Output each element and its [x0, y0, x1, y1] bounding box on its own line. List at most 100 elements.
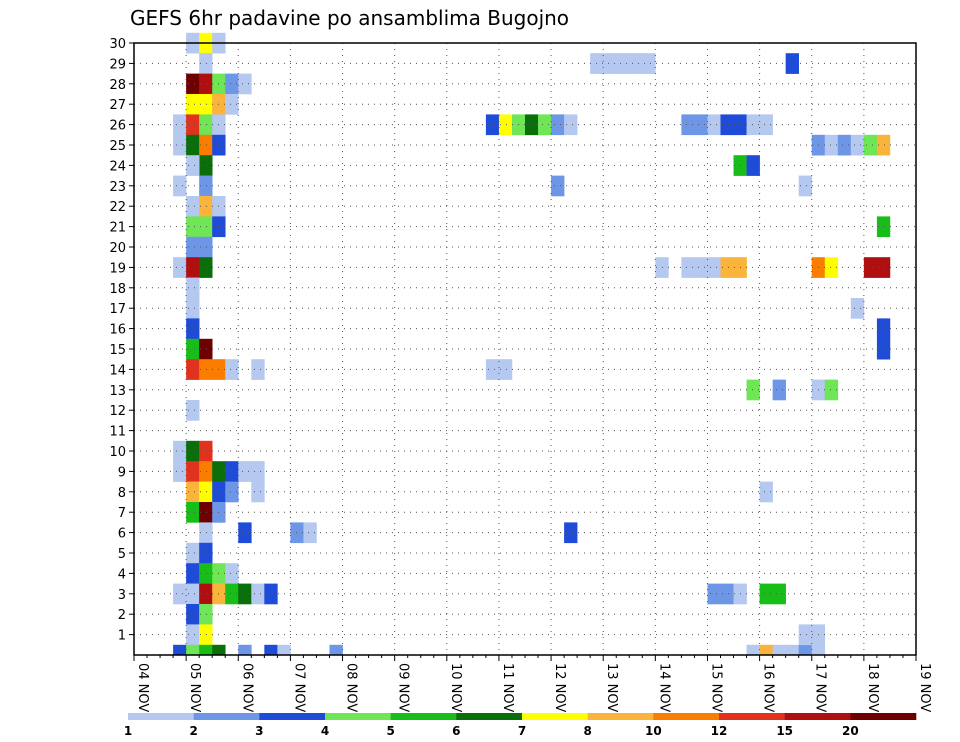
precip-cell	[225, 481, 239, 503]
precip-cell	[251, 461, 265, 482]
precip-cell	[225, 583, 239, 605]
precip-cell	[798, 175, 813, 197]
precip-cell	[681, 114, 695, 136]
precip-cell	[199, 216, 213, 238]
precip-cell	[186, 502, 200, 523]
color-legend: 1 2 3 4 5 6 7 8 10 12 15 20	[124, 713, 917, 738]
precip-cell	[186, 257, 200, 278]
legend-label: 7	[518, 724, 526, 738]
y-tick-label: 29	[109, 57, 126, 72]
precip-cell	[225, 73, 239, 95]
precip-cell	[264, 644, 278, 656]
legend-swatch	[850, 713, 917, 720]
precip-cell	[199, 155, 213, 176]
precip-cell	[225, 359, 239, 380]
legend-swatch	[522, 713, 588, 720]
legend-swatch	[390, 713, 457, 720]
y-tick-label: 4	[118, 567, 126, 582]
legend-label: 15	[776, 724, 793, 738]
precip-cell	[186, 644, 200, 656]
y-tick-label: 1	[118, 629, 126, 644]
x-tick-label: 06 NOV	[239, 663, 254, 712]
legend-swatch	[456, 713, 523, 720]
precip-cell	[186, 216, 200, 238]
legend-swatch	[587, 713, 654, 720]
precip-cell	[173, 461, 187, 482]
precip-cell	[186, 134, 200, 156]
precip-cell	[720, 583, 734, 605]
legend-swatch	[653, 713, 720, 720]
x-tick-label: 13 NOV	[604, 663, 619, 712]
x-tick-label: 10 NOV	[448, 663, 463, 712]
precip-cell	[186, 604, 200, 625]
precip-cell	[850, 298, 865, 319]
precip-cell	[759, 481, 773, 503]
y-tick-label: 27	[109, 98, 126, 113]
precip-cell	[199, 94, 213, 115]
precip-cell	[199, 134, 213, 156]
precip-cell	[759, 644, 773, 656]
precip-cell	[186, 277, 200, 299]
precip-cell	[186, 624, 200, 646]
precip-cell	[785, 53, 799, 74]
precip-cell	[199, 175, 213, 197]
precip-cell	[199, 624, 213, 646]
precip-cell	[798, 644, 813, 656]
x-tick-label: 08 NOV	[344, 663, 359, 712]
x-tick-label: 11 NOV	[500, 663, 515, 712]
precip-cell	[199, 522, 213, 544]
precip-cell	[772, 583, 786, 605]
precip-cell	[238, 583, 252, 605]
precip-cell	[186, 298, 200, 319]
legend-swatch	[719, 713, 785, 720]
precip-cell	[186, 114, 200, 136]
precip-cell	[199, 114, 213, 136]
y-tick-label: 6	[118, 527, 126, 542]
precip-cell	[538, 114, 552, 136]
precip-cell	[824, 257, 839, 278]
legend-swatch	[259, 713, 326, 720]
y-tick-label: 17	[109, 302, 126, 317]
precip-cell	[199, 481, 213, 503]
precip-cell	[746, 379, 760, 401]
precip-cell	[629, 53, 643, 74]
precip-cell	[876, 134, 891, 156]
x-tick-label: 15 NOV	[708, 663, 723, 712]
precip-cell	[199, 563, 213, 584]
y-tick-label: 15	[109, 343, 126, 358]
precip-cell	[251, 359, 265, 380]
precip-cell	[707, 583, 721, 605]
precip-cell	[199, 502, 213, 523]
precip-cell	[876, 216, 891, 238]
precip-cell	[551, 175, 565, 197]
legend-label: 8	[583, 724, 591, 738]
precip-cell	[199, 196, 213, 217]
precip-cell	[225, 94, 239, 115]
precip-cell	[238, 73, 252, 95]
legend-label: 3	[255, 724, 263, 738]
precip-cell	[199, 542, 213, 564]
precip-cell	[173, 134, 187, 156]
precip-cell	[603, 53, 617, 74]
precip-cell	[173, 440, 187, 462]
precip-cell	[681, 257, 695, 278]
y-tick-label: 22	[109, 200, 126, 215]
precip-cell	[186, 236, 200, 258]
precip-cell	[498, 359, 513, 380]
precip-cell	[551, 114, 565, 136]
x-tick-label: 05 NOV	[187, 663, 202, 712]
y-tick-label: 24	[109, 159, 126, 174]
precip-cell	[876, 257, 891, 278]
precip-cell	[199, 73, 213, 95]
precip-cell	[212, 644, 226, 656]
x-tick-label: 17 NOV	[813, 663, 828, 712]
x-axis: 04 NOV 05 NOV 06 NOV 07 NOV 08 NOV 09 NOV 10 N…	[133, 655, 932, 712]
y-tick-label: 12	[109, 404, 126, 419]
x-tick-label: 19 NOV	[917, 663, 932, 712]
precip-cell	[199, 604, 213, 625]
precip-cell	[837, 134, 852, 156]
y-tick-label: 9	[118, 465, 126, 480]
precip-cell	[186, 481, 200, 503]
precip-cell	[694, 114, 708, 136]
